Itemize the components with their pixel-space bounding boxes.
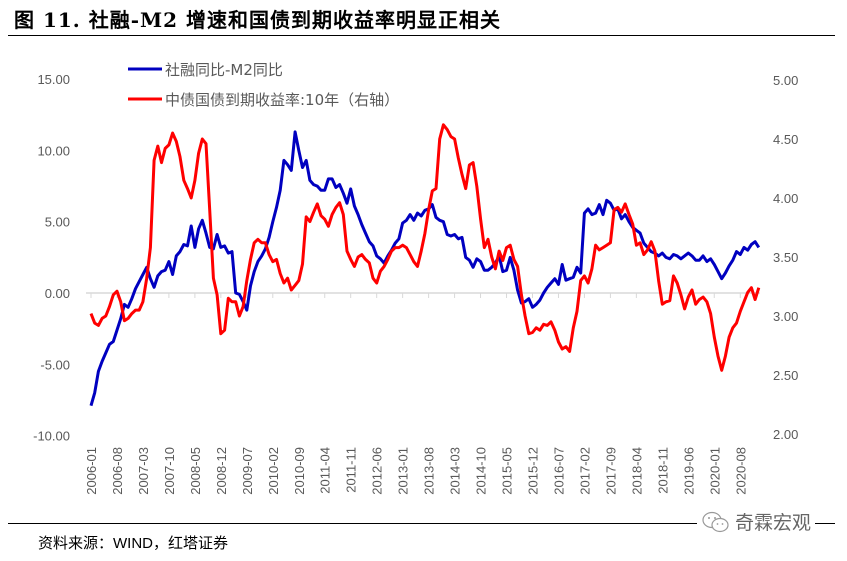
- y-right-tick-label: 4.00: [773, 191, 798, 206]
- watermark: 奇霖宏观: [697, 508, 816, 535]
- watermark-text: 奇霖宏观: [735, 512, 812, 534]
- x-tick-label: 2014-10: [474, 447, 489, 495]
- x-tick-label: 2011-11: [344, 447, 359, 493]
- legend-label-social-financing-m2: 社融同比-M2同比: [165, 61, 283, 79]
- axes: -10.00 -5.00 0.00 5.00 10.00 15.00 2.00 2.50 3.0…: [33, 72, 798, 495]
- x-tick-label: 2020-01: [707, 447, 722, 495]
- y-left-tick-label: 15.00: [37, 72, 70, 87]
- y-right-tick-label: 2.50: [773, 368, 798, 383]
- x-tick-label: 2007-10: [162, 447, 177, 495]
- legend: 社融同比-M2同比 中债国债到期收益率:10年（右轴）: [128, 61, 399, 109]
- x-tick-label: 2010-02: [266, 447, 281, 495]
- y-left-tick-label: 10.00: [37, 143, 70, 158]
- x-tick-label: 2015-05: [500, 447, 515, 495]
- x-tick-label: 2017-09: [603, 447, 618, 495]
- y-right-tick-label: 4.50: [773, 132, 798, 147]
- x-tick-label: 2011-04: [318, 447, 333, 494]
- x-tick-label: 2012-06: [370, 447, 385, 495]
- y-right-tick-label: 3.00: [773, 309, 798, 324]
- x-tick-label: 2019-06: [681, 447, 696, 495]
- x-tick-label: 2008-05: [188, 447, 203, 495]
- series-line-bond-yield: [89, 123, 761, 372]
- x-tick-label: 2006-01: [84, 447, 99, 495]
- x-tick-label: 2018-11: [655, 447, 670, 494]
- x-tick-label: 2008-12: [214, 447, 229, 495]
- x-tick-label: 2020-08: [733, 447, 748, 495]
- x-tick-label: 2017-02: [577, 447, 592, 495]
- y-right-tick-label: 2.00: [773, 427, 798, 442]
- x-tick-label: 2009-07: [240, 447, 255, 495]
- x-tick-label: 2013-08: [422, 447, 437, 495]
- y-right-tick-label: 3.50: [773, 250, 798, 265]
- x-tick-label: 2013-01: [396, 447, 411, 495]
- legend-label-bond-yield: 中债国债到期收益率:10年（右轴）: [165, 91, 399, 109]
- x-tick-label: 2018-04: [629, 447, 644, 495]
- x-tick-label: 2015-12: [525, 447, 540, 495]
- wechat-icon: [702, 511, 729, 532]
- y-left-tick-label: -10.00: [33, 429, 70, 444]
- x-tick-label: 2014-03: [448, 447, 463, 495]
- x-tick-label: 2016-07: [551, 447, 566, 495]
- x-tick-label: 2010-09: [292, 447, 307, 495]
- source-note: 资料来源：WIND，红塔证券: [38, 535, 228, 552]
- y-left-tick-label: 0.00: [45, 286, 70, 301]
- x-tick-label: 2006-08: [110, 447, 125, 495]
- series-layer: [89, 123, 761, 407]
- title-divider: [8, 35, 835, 36]
- x-tick-label: 2007-03: [136, 447, 151, 495]
- y-left-tick-label: 5.00: [45, 215, 70, 230]
- y-right-tick-label: 5.00: [773, 73, 798, 88]
- footer-divider: [8, 523, 835, 524]
- figure-title: 图 11. 社融-M2 增速和国债到期收益率明显正相关: [14, 8, 502, 32]
- y-left-tick-label: -5.00: [40, 357, 70, 372]
